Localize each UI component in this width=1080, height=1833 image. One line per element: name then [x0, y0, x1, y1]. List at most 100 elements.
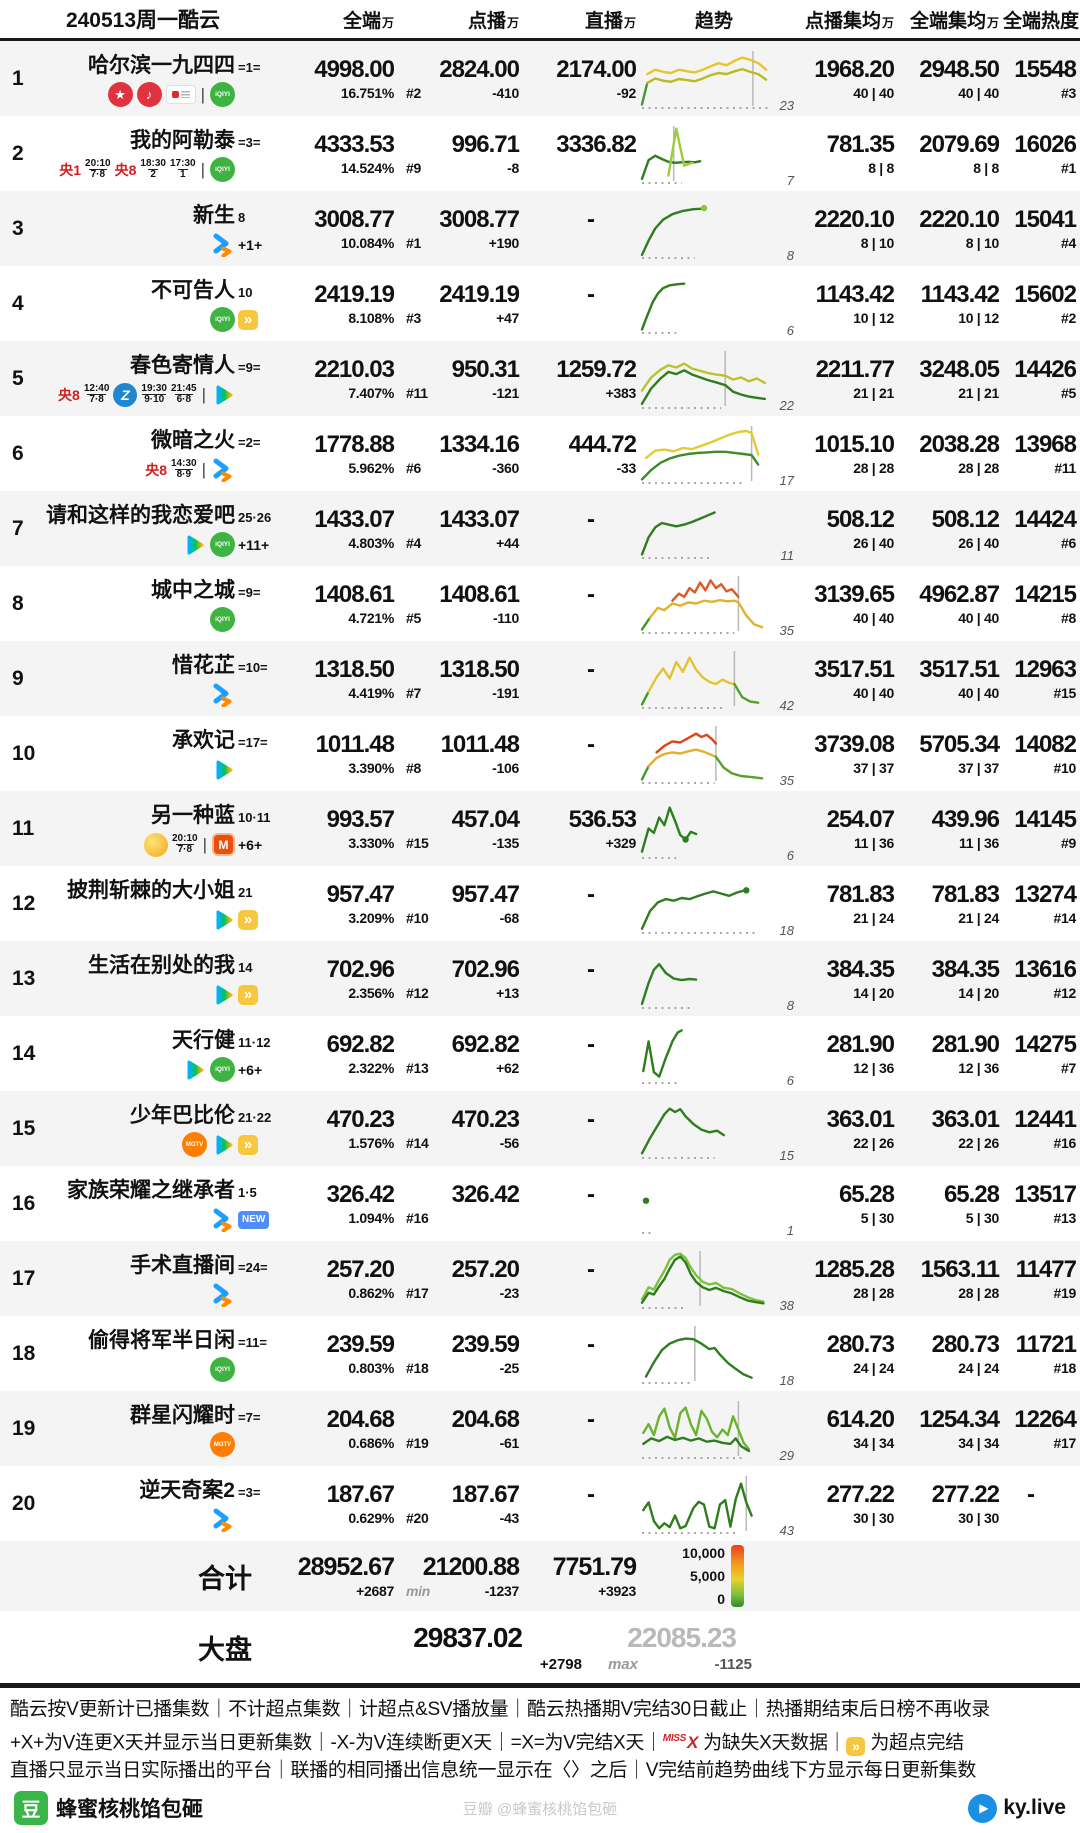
quanduan-avg: 281.90 12 | 36 — [898, 1031, 1003, 1076]
trend-cell: 6 — [640, 797, 794, 863]
zhibo-value: - — [587, 206, 595, 233]
zhibo-change — [523, 1060, 636, 1076]
dianbo: 1318.50 #7 -191 — [398, 656, 523, 701]
dianbo-avg-value: 1015.10 — [814, 431, 895, 458]
quanduan: 957.47 3.209% — [286, 881, 398, 926]
episode-status-label: 11·12 — [238, 1035, 271, 1050]
table-row: 11 另一种蓝 10·11 20:10 7·8 | M +6+ 993.57 3.330% 457.… — [0, 791, 1080, 866]
update-streak-label: +11+ — [238, 536, 270, 553]
heat-value: 15041 — [1014, 206, 1077, 233]
dianbo-avg-episodes: 34 | 34 — [853, 1435, 894, 1451]
quanduan: 702.96 2.356% — [286, 956, 398, 1001]
quanduan-value: 1318.50 — [314, 656, 395, 683]
tv-badge-icon — [165, 85, 196, 104]
kylive-brand[interactable]: ▶ ky.live — [968, 1793, 1066, 1823]
episode-status-label: =3= — [238, 135, 261, 150]
dianbo-rank: #5 — [406, 610, 421, 626]
zhibo-change: -33 — [616, 460, 637, 476]
trend-cell: 8 — [640, 197, 794, 263]
show-title: 偷得将军半日闲 — [88, 1329, 235, 1352]
footnote-line: +X+为V连更X天并显示当日更新集数｜-X-为V连续断更X天｜=X=为V完结X天… — [10, 1731, 964, 1756]
quanduan-share: 4.419% — [348, 685, 394, 701]
dianbo: 187.67 #20 -43 — [398, 1481, 523, 1526]
badge-trail: » — [235, 909, 286, 930]
broadcast-time: 20:10 7·8 — [85, 158, 111, 180]
table-row: 2 我的阿勒泰 =3= 央1 20:10 7·8 央8 18:30 2 17:30 1 | iQIYI 4… — [0, 116, 1080, 191]
dianbo-value: 1318.50 — [439, 656, 520, 683]
quanduan-avg: 3517.51 40 | 40 — [898, 656, 1003, 701]
zhibo-value: 536.53 — [568, 806, 637, 833]
quanduan-avg: 4962.87 40 | 40 — [898, 581, 1003, 626]
quanduan-avg: 280.73 24 | 24 — [898, 1331, 1003, 1376]
zhibo-value: 444.72 — [568, 431, 637, 458]
dianbo-value: 2419.19 — [439, 281, 520, 308]
table-row: 15 少年巴比伦 21·22 MGTV » 470.23 1.576% 470.23 #14 -5… — [0, 1091, 1080, 1166]
episode-status-label: =24= — [238, 1260, 268, 1275]
heat-value: 14424 — [1014, 506, 1077, 533]
quanduan-avg-episodes: 26 | 40 — [958, 535, 999, 551]
quanduan: 692.82 2.322% — [286, 1031, 398, 1076]
quanduan-share: 3.330% — [348, 835, 394, 851]
quanduan-share: 14.524% — [340, 160, 394, 176]
dianbo-change: -360 — [492, 460, 519, 476]
heat-value: 13616 — [1014, 956, 1077, 983]
dianbo-change: +13 — [496, 985, 519, 1001]
quanduan-avg: 2220.10 8 | 10 — [898, 206, 1003, 251]
heat-value: 15602 — [1014, 281, 1077, 308]
dianbo-avg-episodes: 10 | 12 — [853, 310, 894, 326]
quanduan-share: 8.108% — [348, 310, 394, 326]
episode-count: 15 — [779, 1147, 794, 1163]
heat-value: 16026 — [1014, 131, 1077, 158]
show-title: 城中之城 — [151, 579, 235, 602]
fast-forward-badge: » — [238, 984, 258, 1005]
quanduan-avg-value: 2948.50 — [919, 56, 1000, 83]
dianbo-rank: #6 — [406, 460, 421, 476]
episode-count: 43 — [779, 1522, 794, 1538]
quanduan: 204.68 0.686% — [286, 1406, 398, 1451]
row-rank: 1 — [12, 66, 24, 90]
platform-icons: 央8 12:40 7·8 Z 19:30 9·10 21:45 6·8 | — [58, 382, 235, 407]
platform-icons: 央1 20:10 7·8 央8 18:30 2 17:30 1 | iQIYI — [59, 157, 235, 182]
platform-icons: 20:10 7·8 | M — [144, 832, 235, 857]
dianbo-avg: 614.20 34 | 34 — [788, 1406, 898, 1451]
quanduan-avg-episodes: 40 | 40 — [958, 610, 999, 626]
episode-count: 8 — [786, 247, 794, 263]
heat-scale-labels: 10,000 5,000 0 — [682, 1545, 725, 1607]
heat: 11721 #18 — [1003, 1331, 1080, 1376]
dianbo-avg-value: 363.01 — [826, 1106, 895, 1133]
dianbo-change: -68 — [499, 910, 520, 926]
tencent-video-icon — [211, 1133, 235, 1157]
iqiyi-icon: iQIYI — [210, 307, 235, 332]
quanduan-avg: 2079.69 8 | 8 — [898, 131, 1003, 176]
youku-icon — [211, 1208, 235, 1232]
show-title: 微暗之火 — [151, 429, 235, 452]
platform-icons: iQIYI — [182, 1057, 235, 1082]
row-rank: 20 — [12, 1491, 36, 1515]
tencent-video-icon — [211, 758, 235, 782]
show-name-cell: 不可告人 10 iQIYI» — [40, 274, 286, 333]
quanduan: 1778.88 5.962% — [286, 431, 398, 476]
zhibo-value: 2174.00 — [556, 56, 637, 83]
heat: 15041 #4 — [1003, 206, 1080, 251]
col-unit: 万 — [506, 15, 519, 30]
trend-sparkline: 43 — [640, 1472, 794, 1538]
youku-icon — [211, 683, 235, 707]
trend-cell: 7 — [640, 122, 794, 188]
zhibo: - — [523, 1181, 640, 1226]
trend-sparkline: 29 — [640, 1397, 794, 1463]
episode-status-label: 25·26 — [238, 510, 272, 525]
heat-value: 13968 — [1014, 431, 1077, 458]
icon-divider: | — [200, 159, 205, 179]
market-max-label: max — [607, 1655, 638, 1673]
dianbo-avg: 281.90 12 | 36 — [788, 1031, 898, 1076]
totals-zhibo-change: +3923 — [598, 1583, 636, 1599]
trend-sparkline: 38 — [640, 1247, 794, 1313]
quanduan: 993.57 3.330% — [286, 806, 398, 851]
episode-count: 42 — [779, 697, 794, 713]
quanduan-avg-value: 439.96 — [931, 806, 1000, 833]
quanduan-share: 2.356% — [348, 985, 394, 1001]
dianbo-avg-episodes: 28 | 28 — [853, 460, 894, 476]
zhibo-change: +383 — [605, 385, 637, 401]
quanduan-value: 187.67 — [326, 1481, 395, 1508]
heat: 14426 #5 — [1003, 356, 1080, 401]
